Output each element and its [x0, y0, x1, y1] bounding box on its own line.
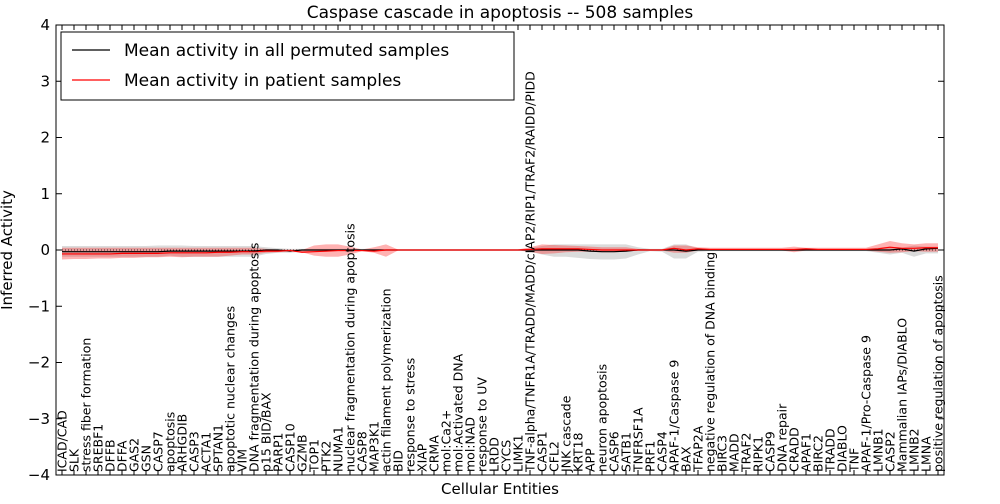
x-tick-label: mol:Ca2+	[439, 410, 454, 472]
x-tick-label: mol:NAD	[463, 417, 478, 472]
x-tick-label: PARP1	[271, 433, 286, 472]
x-tick-label: apoptotic nuclear changes	[223, 306, 238, 472]
x-tick-label: DFFB	[103, 439, 118, 472]
x-tick-label: APAF1	[799, 433, 814, 472]
chart-title: Caspase cascade in apoptosis -- 508 samp…	[307, 3, 694, 23]
y-tick-label: −1	[28, 297, 50, 315]
x-tick-label: TFAP2A	[691, 425, 706, 473]
y-tick-label: −3	[28, 410, 50, 428]
x-tick-label: response to stress	[403, 358, 418, 472]
x-tick-label: VIM	[235, 449, 250, 472]
x-tick-label: DFFA	[115, 440, 130, 472]
x-tick-label: LMNB1	[871, 428, 886, 472]
x-tick-label: CRMA	[427, 435, 442, 472]
x-tick-label: SPTAN1	[211, 424, 226, 472]
x-tick-label: CASP4	[655, 431, 670, 472]
x-tick-label: JNK cascade	[559, 395, 574, 473]
x-tick-label: CASP3	[187, 431, 202, 472]
y-axis-label: Inferred Activity	[0, 190, 16, 310]
x-tick-label: BID	[391, 450, 406, 472]
x-tick-label: SREBF1	[91, 424, 106, 472]
x-tick-label: CASP7	[151, 431, 166, 472]
x-tick-label: TNF	[847, 448, 862, 473]
legend: Mean activity in all permuted samples Me…	[60, 31, 515, 101]
x-tick-label: CASP1	[535, 431, 550, 472]
series-line-patient	[62, 246, 938, 255]
y-tick-label: 4	[40, 16, 50, 34]
x-tick-label: TRADD	[823, 428, 838, 473]
x-tick-label: BIRC3	[715, 435, 730, 472]
x-tick-label: LMNB2	[907, 428, 922, 472]
x-tick-label: response to UV	[475, 377, 490, 472]
x-tick-label: Mammalian IAPs/DIABLO	[895, 318, 910, 472]
x-tick-label: DIABLO	[835, 425, 850, 472]
x-tick-label: XIAP	[415, 443, 430, 472]
x-tick-label: NUMA1	[331, 426, 346, 472]
x-tick-label: PRF1	[643, 441, 658, 472]
x-tick-label: mol:Activated DNA	[451, 353, 466, 472]
y-tick-label: 0	[40, 241, 50, 259]
x-tick-label: nuclear fragmentation during apoptosis	[343, 223, 358, 472]
x-tick-label: TRAF2	[739, 432, 754, 473]
x-tick-label: CYCS	[499, 440, 514, 472]
x-tick-label: positive regulation of apoptosis	[931, 275, 946, 472]
x-tick-label: CASP2	[883, 431, 898, 472]
x-tick-label: GSN	[139, 445, 154, 472]
x-tick-label: CASP10	[283, 423, 298, 472]
legend-box	[60, 31, 515, 101]
x-tick-label: p15 BID/BAX	[259, 392, 274, 472]
x-tick-label: CASP6	[607, 431, 622, 472]
x-tick-label: TNFRSF1A	[631, 407, 646, 473]
x-tick-label: APAF-1/Pro-Caspase 9	[859, 335, 874, 472]
x-tick-label: actin filament polymerization	[379, 288, 394, 472]
x-tick-label: stress fiber formation	[79, 338, 94, 472]
x-tick-label: TOP1	[307, 439, 322, 473]
x-tick-label: CASP8	[355, 431, 370, 472]
legend-entry-patient: Mean activity in patient samples	[124, 71, 401, 91]
x-tick-label: negative regulation of DNA binding	[703, 252, 718, 472]
x-tick-label: TNF-alpha/TNFR1A/TRADD/MADD/cIAP2/RIP1/T…	[523, 71, 538, 473]
legend-entry-permuted: Mean activity in all permuted samples	[124, 41, 449, 61]
x-tick-label: CFL2	[547, 441, 562, 472]
x-tick-label: BIRC2	[811, 435, 826, 472]
x-axis-label: Cellular Entities	[441, 480, 559, 498]
x-tick-label: LIMK1	[511, 434, 526, 472]
x-tick-label: RIPK1	[751, 436, 766, 472]
x-tick-label: ACTA1	[199, 432, 214, 472]
y-tick-label: 2	[40, 129, 50, 147]
x-tick-label: neuron apoptosis	[595, 364, 610, 472]
x-tick-label: BAX	[679, 446, 694, 472]
x-tick-label: KRT18	[571, 432, 586, 472]
x-tick-label: SLK	[67, 448, 82, 472]
x-tick-label: GZMB	[295, 434, 310, 472]
x-tick-label: APAF-1/Caspase 9	[667, 360, 682, 472]
x-tick-label: ARHGDIB	[175, 414, 190, 472]
x-tick-label: PTK2	[319, 441, 334, 472]
x-tick-label: MADD	[727, 433, 742, 472]
x-tick-label: CASP9	[763, 431, 778, 472]
x-tick-label: MAP3K1	[367, 421, 382, 472]
x-tick-label: APP	[583, 448, 598, 472]
x-tick-label: GAS2	[127, 438, 142, 472]
x-tick-label: LRDD	[487, 437, 502, 472]
x-tick-label: DNA repair	[775, 403, 790, 472]
y-tick-label: −4	[28, 466, 50, 484]
x-tick-label: ICAD/CAD	[55, 410, 70, 472]
y-tick-label: −2	[28, 354, 50, 372]
y-tick-label: 1	[40, 185, 50, 203]
x-tick-label: apoptosis	[163, 412, 178, 472]
x-tick-label: SATB1	[619, 432, 634, 472]
x-tick-label: CRADD	[787, 427, 802, 472]
y-tick-label: 3	[40, 72, 50, 90]
x-tick-label: LMNA	[919, 436, 934, 472]
x-tick-label: DNA fragmentation during apoptosis	[247, 243, 262, 472]
